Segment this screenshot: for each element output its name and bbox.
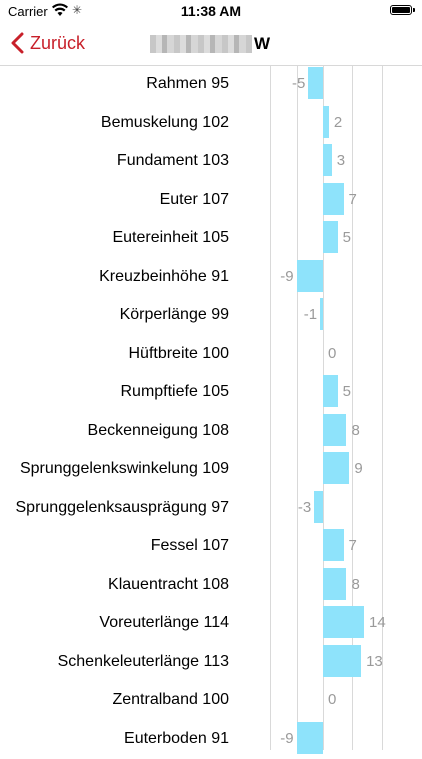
value-bar — [320, 298, 323, 330]
trait-bar-chart: Rahmen 95 -5 Bemuskelung 102 2 Fundament 103… — [0, 66, 422, 750]
data-label: 0 — [328, 345, 336, 362]
data-label: 14 — [369, 614, 386, 631]
chart-row: Rumpftiefe 105 5 — [0, 374, 422, 413]
value-bar — [323, 645, 361, 677]
value-bar — [323, 221, 338, 253]
chart-row: Körperlänge 99 -1 — [0, 297, 422, 336]
value-bar — [323, 414, 346, 446]
navigation-bar: Zurück W — [0, 22, 422, 66]
category-label: Zentralband 100 — [112, 691, 229, 709]
data-label: 7 — [349, 191, 357, 208]
category-label: Eutereinheit 105 — [112, 229, 229, 247]
page-title: W — [150, 34, 270, 54]
data-label: -9 — [280, 730, 293, 747]
chart-row: Euter 107 7 — [0, 182, 422, 221]
chart-row: Kreuzbeinhöhe 91 -9 — [0, 259, 422, 298]
value-bar — [323, 144, 332, 176]
chart-row: Euterboden 91 -9 — [0, 721, 422, 759]
chart-row: Fundament 103 3 — [0, 143, 422, 182]
chart-row: Fessel 107 7 — [0, 528, 422, 567]
data-label: 3 — [337, 152, 345, 169]
chart-row: Rahmen 95 -5 — [0, 66, 422, 105]
clock: 11:38 AM — [0, 3, 422, 19]
category-label: Sprunggelenkswinkelung 109 — [20, 460, 229, 478]
battery-tip — [413, 8, 415, 12]
data-label: 7 — [349, 537, 357, 554]
value-bar — [323, 568, 346, 600]
redacted-name-block — [150, 35, 252, 53]
data-label: 5 — [343, 383, 351, 400]
chart-row: Schenkeleuterlänge 113 13 — [0, 644, 422, 683]
data-label: 13 — [366, 653, 383, 670]
value-bar — [314, 491, 323, 523]
value-bar — [323, 106, 329, 138]
data-label: 9 — [354, 460, 362, 477]
value-bar — [323, 375, 338, 407]
category-label: Bemuskelung 102 — [101, 114, 229, 132]
back-label: Zurück — [30, 33, 85, 54]
data-label: -9 — [280, 268, 293, 285]
category-label: Klauentracht 108 — [108, 576, 229, 594]
chart-row: Klauentracht 108 8 — [0, 567, 422, 606]
chart-row: Voreuterlänge 114 14 — [0, 605, 422, 644]
category-label: Rumpftiefe 105 — [120, 383, 229, 401]
back-button[interactable]: Zurück — [10, 28, 85, 58]
value-bar — [323, 606, 364, 638]
category-label: Rahmen 95 — [146, 75, 229, 93]
title-suffix: W — [254, 34, 270, 54]
category-label: Sprunggelenksausprägung 97 — [16, 499, 230, 517]
category-label: Kreuzbeinhöhe 91 — [99, 268, 229, 286]
chart-row: Eutereinheit 105 5 — [0, 220, 422, 259]
value-bar — [323, 529, 344, 561]
data-label: 0 — [328, 691, 336, 708]
chart-row: Sprunggelenksausprägung 97 -3 — [0, 490, 422, 529]
category-label: Schenkeleuterlänge 113 — [58, 653, 229, 671]
chart-row: Bemuskelung 102 2 — [0, 105, 422, 144]
value-bar — [323, 183, 344, 215]
category-label: Körperlänge 99 — [120, 306, 229, 324]
category-label: Voreuterlänge 114 — [99, 614, 229, 632]
data-label: 2 — [334, 114, 342, 131]
data-label: 8 — [351, 576, 359, 593]
battery-icon — [390, 5, 412, 15]
category-label: Fessel 107 — [151, 537, 229, 555]
data-label: 8 — [351, 422, 359, 439]
data-label: -5 — [292, 75, 305, 92]
value-bar — [297, 722, 323, 754]
chart-row: Beckenneigung 108 8 — [0, 413, 422, 452]
category-label: Hüftbreite 100 — [128, 345, 229, 363]
value-bar — [308, 67, 323, 99]
data-label: -3 — [298, 499, 311, 516]
chart-row: Hüftbreite 100 0 — [0, 336, 422, 375]
chevron-left-icon — [10, 32, 24, 54]
chart-row: Zentralband 100 0 — [0, 682, 422, 721]
category-label: Euter 107 — [160, 191, 229, 209]
value-bar — [323, 452, 349, 484]
data-label: 5 — [343, 229, 351, 246]
status-bar: Carrier ✳ 11:38 AM — [0, 0, 422, 22]
value-bar — [297, 260, 323, 292]
data-label: -1 — [304, 306, 317, 323]
category-label: Fundament 103 — [117, 152, 229, 170]
chart-row: Sprunggelenkswinkelung 109 9 — [0, 451, 422, 490]
category-label: Beckenneigung 108 — [88, 422, 229, 440]
category-label: Euterboden 91 — [124, 730, 229, 748]
